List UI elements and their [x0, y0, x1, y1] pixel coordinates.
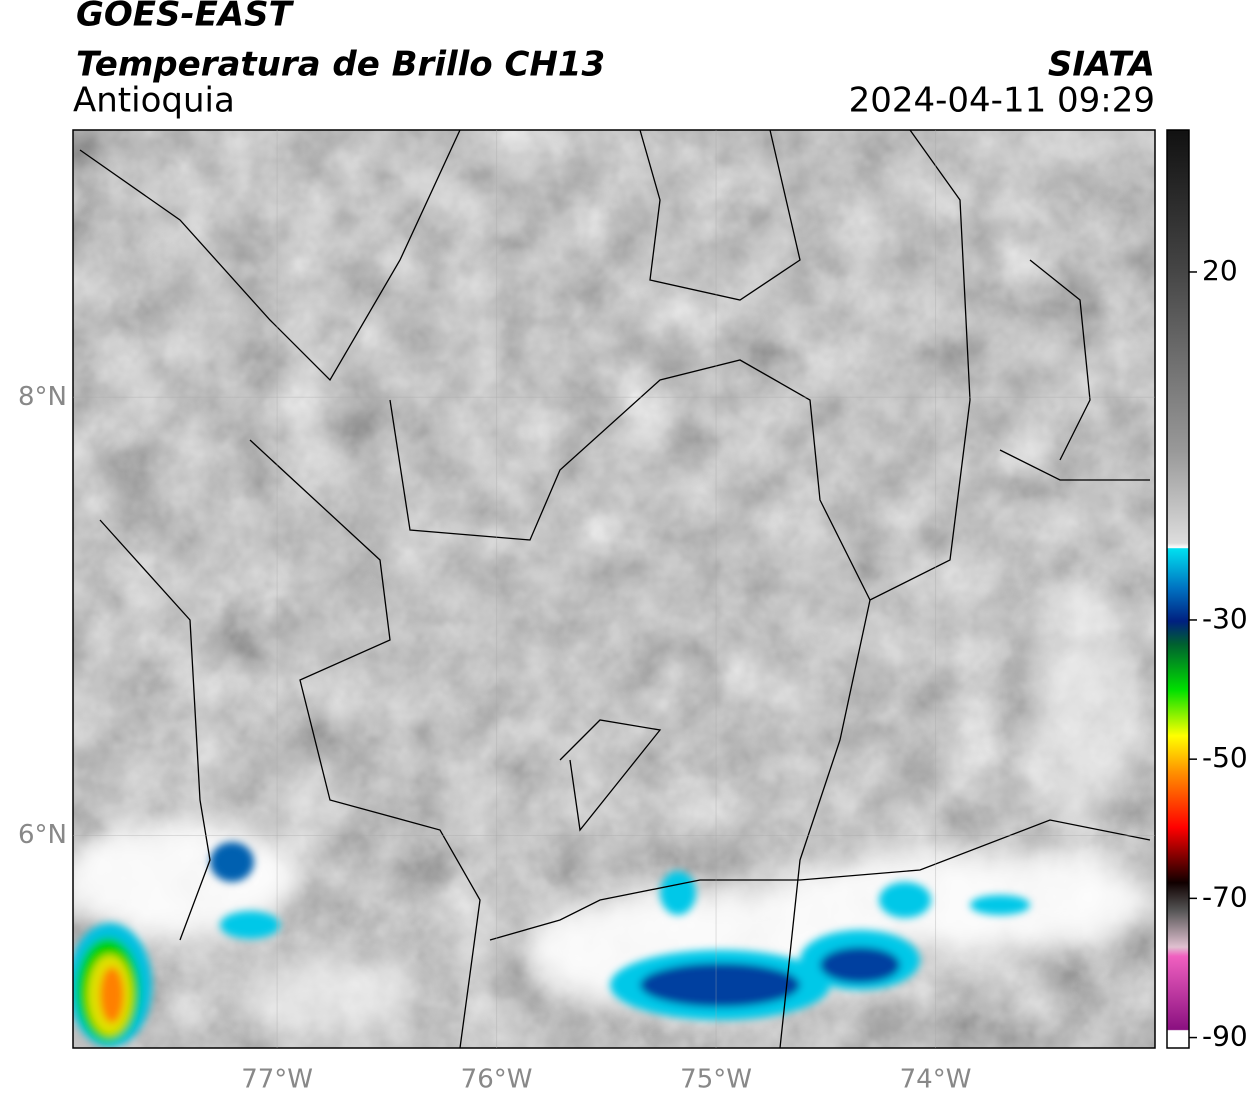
colorbar-tick-label: -30 — [1202, 602, 1248, 635]
datetime: 2024-04-11 09:29 — [849, 81, 1155, 121]
y-tick-label: 8°N — [18, 382, 67, 412]
satellite-image — [73, 130, 1155, 1048]
colorbar — [1166, 129, 1190, 1049]
x-tick-label: 76°W — [461, 1065, 533, 1095]
source: SIATA — [1048, 45, 1155, 85]
map-frame — [72, 129, 1156, 1049]
colorbar-tick-label: 20 — [1202, 254, 1238, 287]
region: Antioquia — [73, 81, 235, 121]
colorbar-tick-label: -70 — [1202, 880, 1248, 913]
subtitle: Temperatura de Brillo CH13 — [76, 45, 605, 85]
colorbar-tick-label: -90 — [1202, 1020, 1248, 1053]
title: GOES-EAST — [76, 0, 295, 35]
y-tick-label: 6°N — [18, 820, 67, 850]
colorbar-tick-label: -50 — [1202, 741, 1248, 774]
x-tick-label: 75°W — [680, 1065, 752, 1095]
x-tick-label: 74°W — [900, 1065, 972, 1095]
x-tick-label: 77°W — [241, 1065, 313, 1095]
